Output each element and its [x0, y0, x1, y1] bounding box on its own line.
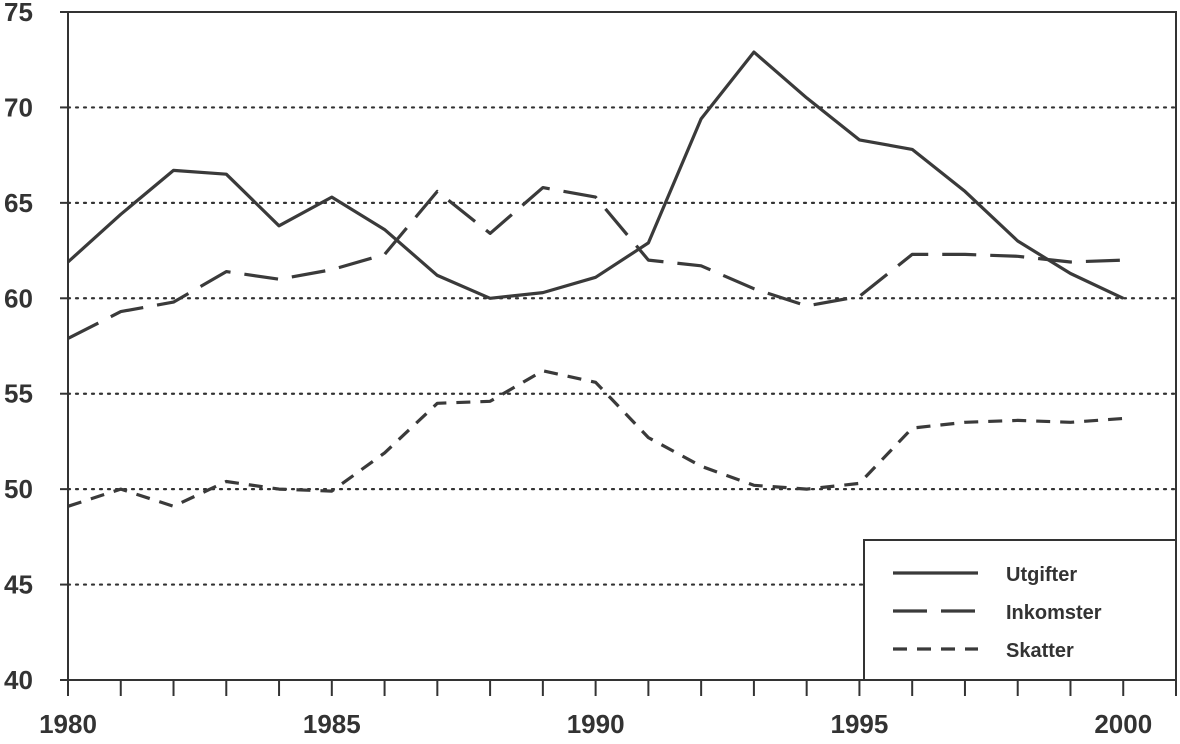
series-line-inkomster: [67, 186, 1124, 340]
series-lines: [66, 50, 1124, 508]
y-tick-label: 45: [4, 570, 33, 600]
legend-label-utgifter: Utgifter: [1006, 564, 1077, 586]
legend: Utgifter Inkomster Skatter: [863, 539, 1177, 681]
x-tick-label: 1985: [303, 709, 361, 739]
y-tick-labels: 40 45 50 55 60 65 70 75: [4, 0, 33, 695]
x-tick-label: 1990: [567, 709, 625, 739]
y-tick-label: 60: [4, 283, 33, 313]
y-tick-label: 75: [4, 0, 33, 27]
grid-lines: [66, 106, 1178, 586]
x-tick-label: 1995: [831, 709, 889, 739]
y-tick-label: 70: [4, 92, 33, 122]
y-tick-label: 55: [4, 379, 33, 409]
y-tick-label: 40: [4, 665, 33, 695]
x-tick-label: 2000: [1094, 709, 1152, 739]
y-tick-label: 65: [4, 188, 33, 218]
x-tick-label: 1980: [39, 709, 97, 739]
legend-box: [863, 539, 1177, 681]
series-line-utgifter: [66, 50, 1124, 300]
series-line-skatter: [67, 369, 1124, 508]
axes: [60, 11, 1177, 696]
plot-frame: [67, 11, 1177, 681]
legend-label-skatter: Skatter: [1006, 640, 1074, 662]
legend-label-inkomster: Inkomster: [1006, 602, 1102, 624]
y-tick-label: 50: [4, 474, 33, 504]
x-tick-labels: 1980 1985 1990 1995 2000: [39, 709, 1152, 739]
